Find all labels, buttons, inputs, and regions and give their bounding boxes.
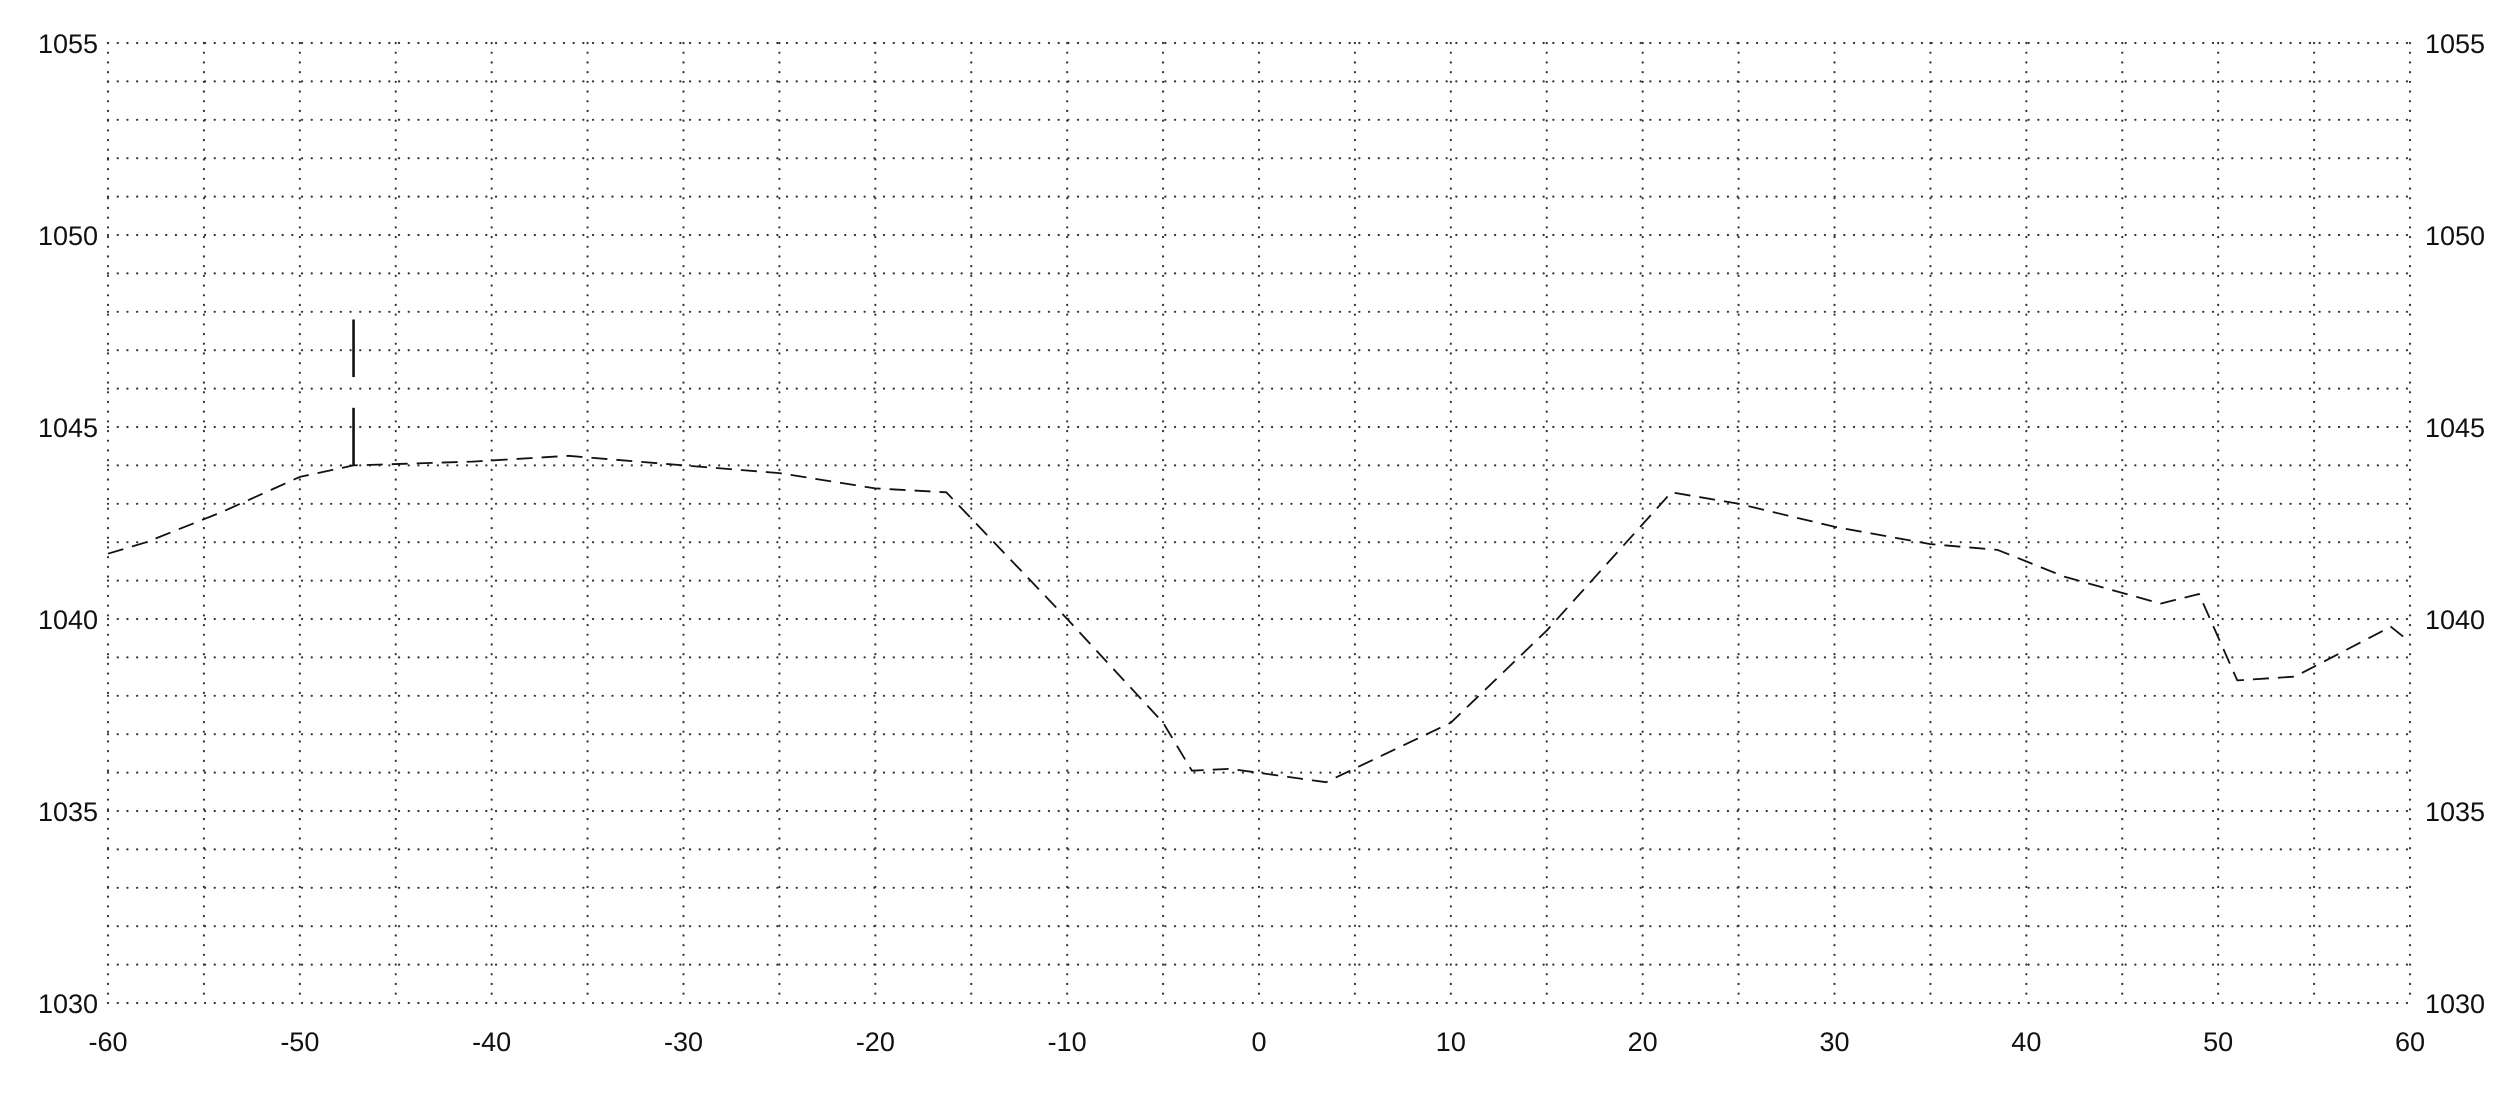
x-tick-label: -60 <box>88 1027 127 1057</box>
x-tick-label: -10 <box>1048 1027 1087 1057</box>
y-tick-label-left: 1050 <box>38 221 98 251</box>
y-tick-label-left: 1055 <box>38 29 98 59</box>
x-axis: -60 -50 -40 -30 -20 -10 0 10 20 30 40 50 60 <box>88 1027 2425 1057</box>
y-tick-label-right: 1035 <box>2425 797 2485 827</box>
y-tick-label-right: 1045 <box>2425 413 2485 443</box>
y-axis-left: 1030 1035 1040 1045 1050 1055 <box>38 29 98 1019</box>
y-tick-label-right: 1040 <box>2425 605 2485 635</box>
x-tick-label: 10 <box>1436 1027 1466 1057</box>
y-tick-label-left: 1035 <box>38 797 98 827</box>
x-tick-label: -50 <box>280 1027 319 1057</box>
x-tick-label: 60 <box>2395 1027 2425 1057</box>
x-tick-label: -30 <box>664 1027 703 1057</box>
profile-series <box>107 454 2411 784</box>
y-tick-label-right: 1055 <box>2425 29 2485 59</box>
x-tick-label: 30 <box>1819 1027 1849 1057</box>
y-tick-label-left: 1030 <box>38 989 98 1019</box>
y-tick-label-left: 1040 <box>38 605 98 635</box>
x-tick-label: 20 <box>1628 1027 1658 1057</box>
x-tick-label: 0 <box>1251 1027 1266 1057</box>
x-tick-label: -20 <box>856 1027 895 1057</box>
y-tick-label-right: 1050 <box>2425 221 2485 251</box>
x-tick-label: -40 <box>472 1027 511 1057</box>
x-tick-label: 50 <box>2203 1027 2233 1057</box>
profile-line <box>107 454 2411 784</box>
y-axis-right: 1030 1035 1040 1045 1050 1055 <box>2425 29 2485 1019</box>
x-tick-label: 40 <box>2011 1027 2041 1057</box>
y-tick-label-left: 1045 <box>38 413 98 443</box>
y-tick-label-right: 1030 <box>2425 989 2485 1019</box>
grid <box>106 41 2412 1005</box>
